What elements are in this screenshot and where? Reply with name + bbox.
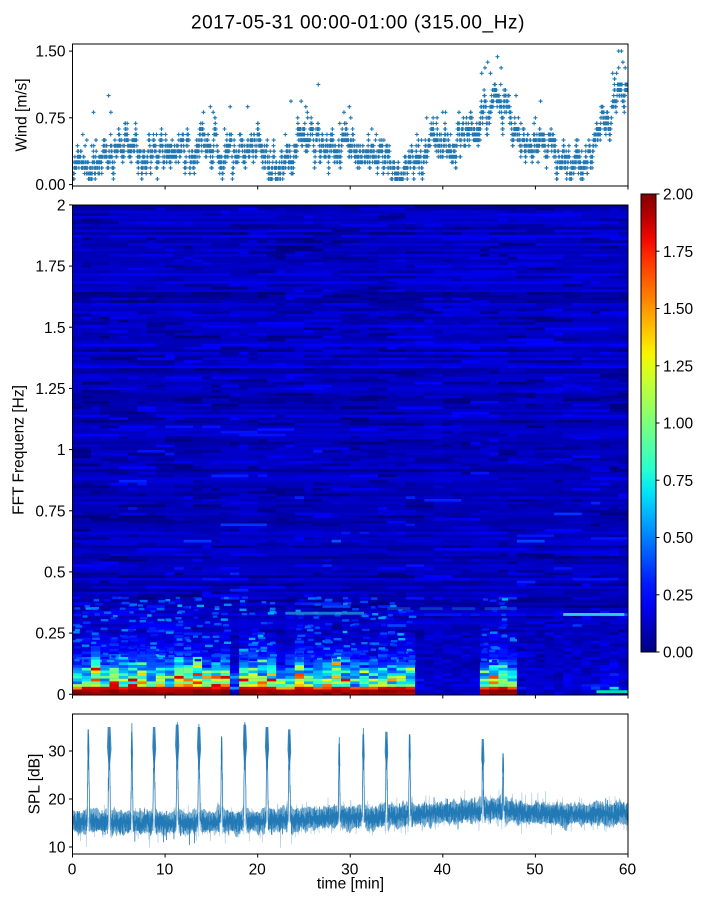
svg-text:40: 40 (434, 862, 452, 879)
svg-text:0.50: 0.50 (663, 530, 694, 547)
svg-text:20: 20 (48, 792, 66, 809)
svg-text:0.00: 0.00 (35, 177, 66, 194)
svg-text:0.75: 0.75 (35, 503, 65, 520)
svg-text:0.75: 0.75 (35, 110, 65, 127)
svg-text:30: 30 (48, 744, 66, 761)
svg-text:time [min]: time [min] (317, 876, 384, 893)
svg-text:10: 10 (156, 862, 174, 879)
svg-text:20: 20 (249, 862, 267, 879)
svg-text:2.00: 2.00 (663, 187, 694, 204)
svg-text:30: 30 (341, 862, 359, 879)
svg-text:50: 50 (526, 862, 544, 879)
svg-text:1.50: 1.50 (35, 44, 66, 61)
svg-text:0.75: 0.75 (663, 473, 693, 490)
svg-text:1.75: 1.75 (35, 259, 65, 276)
svg-text:60: 60 (619, 862, 637, 879)
svg-text:1.00: 1.00 (663, 416, 694, 433)
svg-text:FFT Frequenz [Hz]: FFT Frequenz [Hz] (11, 385, 28, 515)
svg-text:0.00: 0.00 (663, 645, 694, 662)
svg-text:0.25: 0.25 (663, 587, 693, 604)
svg-text:1.75: 1.75 (663, 244, 693, 261)
svg-text:0.25: 0.25 (35, 626, 65, 643)
svg-text:1.5: 1.5 (44, 320, 66, 337)
svg-text:0: 0 (68, 862, 77, 879)
svg-text:1.50: 1.50 (663, 301, 694, 318)
svg-text:1.25: 1.25 (35, 381, 65, 398)
svg-text:1: 1 (57, 442, 66, 459)
svg-text:2017-05-31 00:00-01:00 (315.00: 2017-05-31 00:00-01:00 (315.00_Hz) (191, 13, 525, 34)
svg-text:1.25: 1.25 (663, 358, 693, 375)
svg-text:0: 0 (57, 687, 66, 704)
svg-text:SPL [dB]: SPL [dB] (27, 754, 44, 815)
svg-text:10: 10 (48, 840, 66, 857)
svg-text:2: 2 (57, 198, 66, 215)
svg-text:0.5: 0.5 (44, 565, 66, 582)
svg-text:Wind [m/s]: Wind [m/s] (14, 78, 31, 151)
